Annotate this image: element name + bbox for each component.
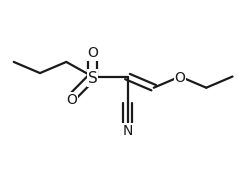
Text: N: N	[122, 124, 133, 138]
Text: O: O	[66, 93, 77, 106]
Text: S: S	[88, 71, 98, 85]
Text: O: O	[174, 71, 186, 85]
Text: O: O	[87, 46, 98, 60]
